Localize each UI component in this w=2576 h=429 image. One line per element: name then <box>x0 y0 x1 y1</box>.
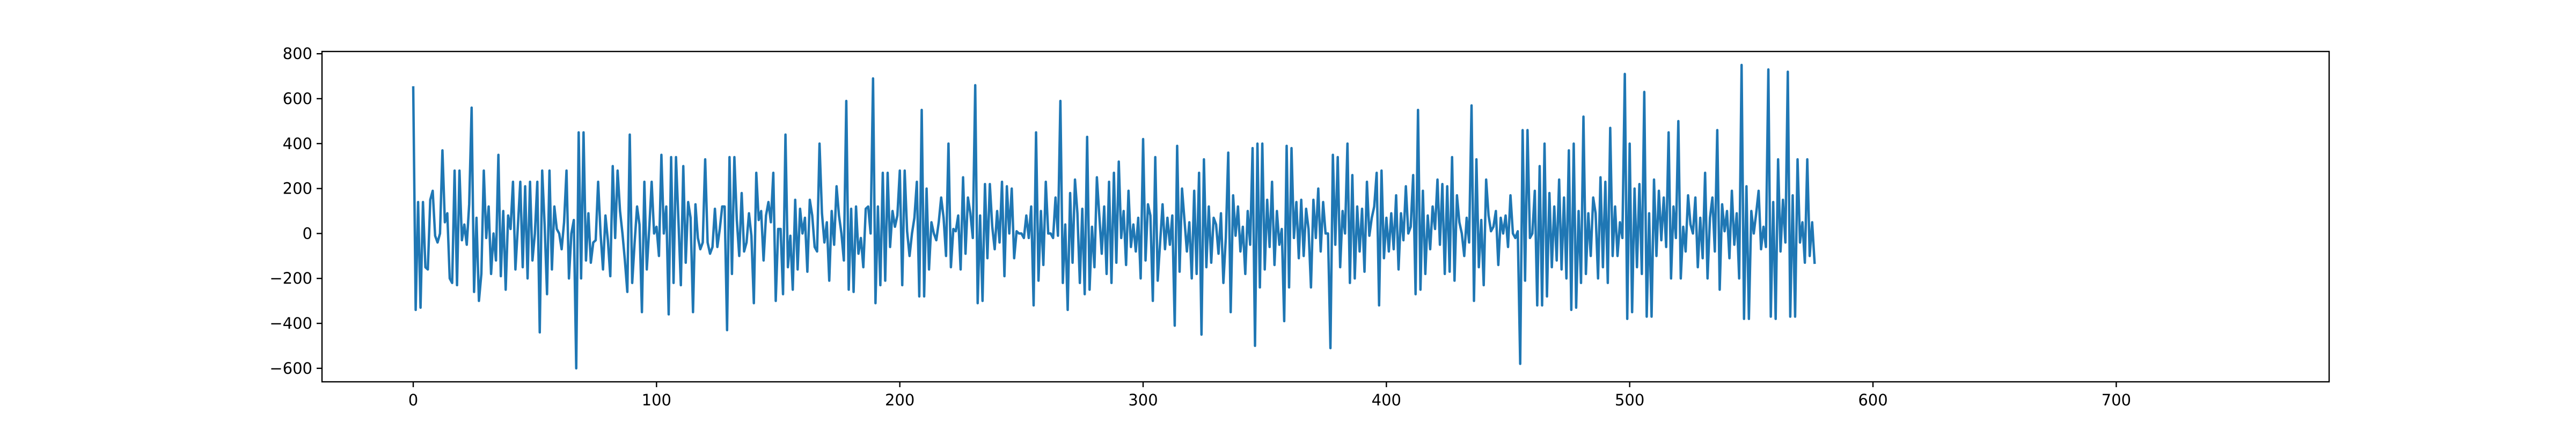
y-tick-label: 800 <box>283 45 312 63</box>
x-tick-label: 400 <box>1372 391 1401 409</box>
x-tick-label: 500 <box>1615 391 1644 409</box>
y-tick-label: 400 <box>283 135 312 153</box>
x-tick-label: 600 <box>1858 391 1887 409</box>
x-tick-label: 700 <box>2102 391 2131 409</box>
y-tick-label: 600 <box>283 90 312 108</box>
y-tick-label: 200 <box>283 180 312 198</box>
x-tick-label: 200 <box>885 391 914 409</box>
series-line-0 <box>412 63 1816 370</box>
axes: 0 100 200 300 400 500 600 700 −600 −400 −200 0 200 40… <box>269 45 2330 409</box>
y-tick-label: −400 <box>269 314 312 332</box>
plot-area <box>322 51 2329 382</box>
x-tick-label: 0 <box>408 391 418 409</box>
x-tick-label: 300 <box>1128 391 1158 409</box>
series-layer <box>412 63 1816 370</box>
y-tick-label: −200 <box>269 269 312 287</box>
plot-background <box>322 51 2329 382</box>
x-tick-label: 100 <box>642 391 671 409</box>
y-tick-label: 0 <box>303 224 312 242</box>
y-tick-label: −600 <box>269 359 312 378</box>
axes-frame <box>321 50 2330 383</box>
